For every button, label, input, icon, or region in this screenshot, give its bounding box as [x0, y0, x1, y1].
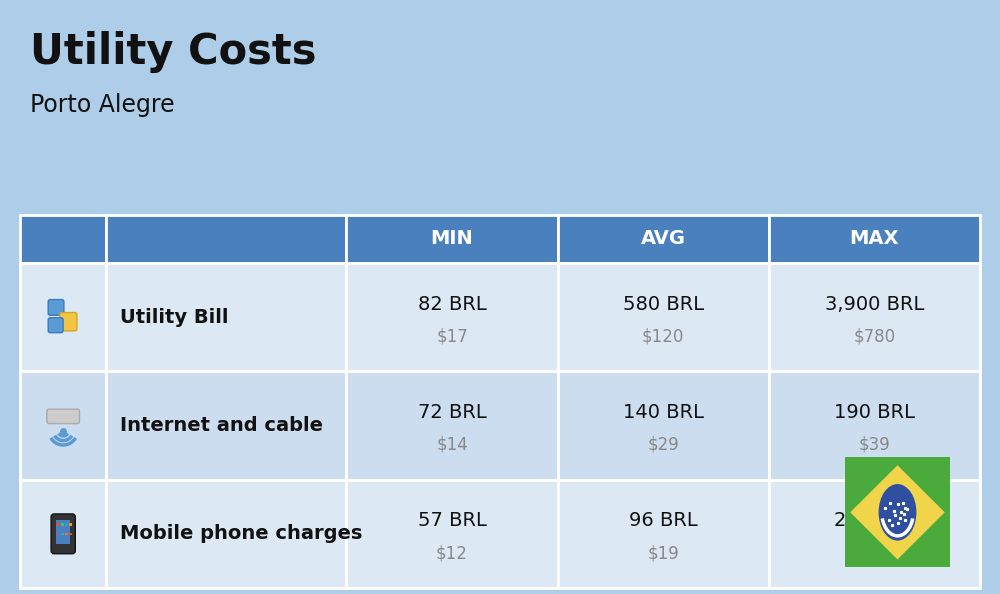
Text: MAX: MAX [850, 229, 899, 248]
Bar [69, 523, 72, 526]
Circle shape [879, 484, 916, 541]
FancyBboxPatch shape [60, 312, 77, 331]
Bar [769, 371, 980, 480]
Bar [57, 533, 60, 535]
Text: 72 BRL: 72 BRL [418, 403, 486, 422]
Text: $39: $39 [859, 436, 890, 454]
FancyBboxPatch shape [48, 299, 64, 315]
Bar [558, 480, 769, 588]
Text: Utility Bill: Utility Bill [120, 308, 229, 327]
Text: 96 BRL: 96 BRL [629, 511, 698, 530]
Bar [56, 520, 70, 544]
Bar [20, 263, 106, 371]
Bar [65, 523, 68, 526]
Bar [769, 263, 980, 371]
Bar [69, 533, 72, 535]
Bar [20, 371, 106, 480]
Text: 3,900 BRL: 3,900 BRL [825, 295, 924, 314]
Text: $19: $19 [647, 544, 679, 563]
Text: 57 BRL: 57 BRL [418, 511, 486, 530]
Text: AVG: AVG [641, 229, 686, 248]
Text: Mobile phone charges: Mobile phone charges [120, 525, 363, 544]
FancyBboxPatch shape [51, 514, 75, 554]
Bar [346, 263, 558, 371]
Bar [106, 480, 346, 588]
Text: 190 BRL: 190 BRL [834, 403, 915, 422]
Polygon shape [850, 465, 945, 560]
Bar [769, 480, 980, 588]
Text: 140 BRL: 140 BRL [623, 403, 704, 422]
Text: $29: $29 [647, 436, 679, 454]
Bar [61, 523, 64, 526]
Bar [769, 215, 980, 263]
Bar [106, 371, 346, 480]
Bar [106, 215, 346, 263]
Text: Internet and cable: Internet and cable [120, 416, 323, 435]
Text: Utility Costs: Utility Costs [30, 31, 316, 73]
Text: 290 BRL: 290 BRL [834, 511, 915, 530]
Bar [346, 215, 558, 263]
Text: $120: $120 [642, 328, 684, 346]
Text: 82 BRL: 82 BRL [418, 295, 486, 314]
Bar [20, 215, 106, 263]
Bar [558, 371, 769, 480]
Bar [65, 533, 68, 535]
Bar [558, 215, 769, 263]
Bar [106, 263, 346, 371]
Text: $17: $17 [436, 328, 468, 346]
Text: MIN: MIN [431, 229, 473, 248]
Bar [57, 523, 60, 526]
Bar [558, 263, 769, 371]
Bar [61, 533, 64, 535]
Text: $12: $12 [436, 544, 468, 563]
Text: $780: $780 [853, 328, 895, 346]
Text: $58: $58 [859, 544, 890, 563]
Text: 580 BRL: 580 BRL [623, 295, 704, 314]
FancyBboxPatch shape [48, 318, 63, 333]
Text: Porto Alegre: Porto Alegre [30, 93, 175, 117]
Text: $14: $14 [436, 436, 468, 454]
Bar [346, 371, 558, 480]
Bar [346, 480, 558, 588]
FancyBboxPatch shape [47, 409, 80, 424]
Bar [20, 480, 106, 588]
